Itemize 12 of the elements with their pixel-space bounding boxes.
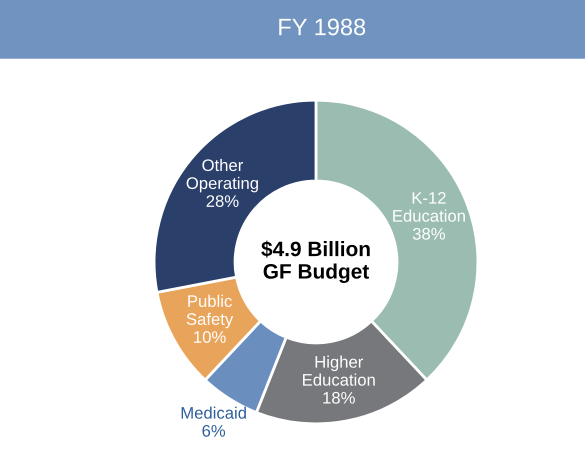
slice-label: Other Operating	[186, 158, 258, 192]
data-label: 6%	[202, 424, 226, 437]
data-label: 10%	[194, 331, 226, 343]
slice-label: Medicaid	[182, 406, 246, 419]
slice-label: Public Safety	[186, 294, 234, 328]
text: $4.9 Billion GF Budget	[261, 240, 370, 283]
data-label: 38%	[412, 228, 445, 240]
data-label: 18%	[323, 392, 355, 404]
slice-label: K-12 Education	[393, 192, 465, 222]
slice-label: Higher Education	[303, 356, 375, 386]
data-label: 28%	[206, 195, 239, 208]
chart-title: FY 1988	[279, 18, 366, 36]
